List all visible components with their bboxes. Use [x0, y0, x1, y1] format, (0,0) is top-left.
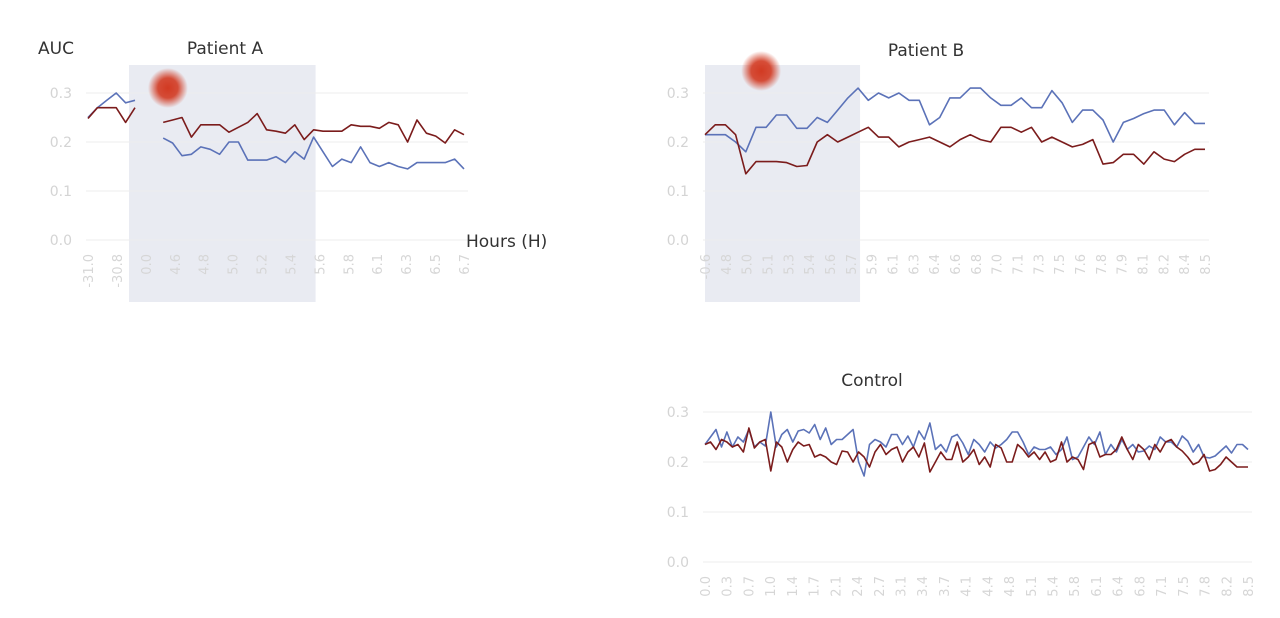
- x-tick-label: 6.7: [458, 254, 473, 275]
- chart-title: Patient B: [888, 41, 964, 61]
- y-tick-label: 0.1: [667, 505, 689, 521]
- x-tick-label: 3.7: [938, 576, 953, 597]
- y-tick-label: 0.0: [667, 555, 689, 571]
- x-tick-label: 1.7: [808, 576, 823, 597]
- x-tick-label: 8.1: [1137, 254, 1152, 275]
- x-tick-label: 6.1: [1090, 576, 1105, 597]
- series-line-2: [704, 124, 1205, 175]
- x-tick-label: 6.5: [429, 254, 444, 275]
- x-tick-label: 5.9: [866, 254, 881, 275]
- x-axis-title: Hours (H): [466, 232, 547, 252]
- chart-control: 0.3 0.2 0.1 0.0 0.0 0.3 0.7 1.0 1.4 1.7 2.1 2.4 2.7…: [667, 371, 1257, 597]
- x-tick-label: 8.2: [1220, 576, 1235, 597]
- series-line-2: [87, 106, 465, 144]
- y-tick-label: 0.1: [667, 184, 689, 200]
- y-tick-label: 0.2: [667, 455, 689, 471]
- x-tick-label: 2.4: [851, 576, 866, 597]
- x-tick-label: 5.1: [762, 254, 777, 275]
- x-tick-label: 4.1: [960, 576, 975, 597]
- x-tick-label: 6.4: [928, 254, 943, 275]
- x-tick-label: 0.0: [140, 254, 155, 275]
- x-tick-label: 3.4: [916, 576, 931, 597]
- x-tick-label: 5.8: [1068, 576, 1083, 597]
- x-tick-label: 7.1: [1155, 576, 1170, 597]
- x-tick-label: 7.5: [1053, 254, 1068, 275]
- x-tick-label: 5.1: [1025, 576, 1040, 597]
- x-tick-label: 3.1: [894, 576, 909, 597]
- x-tick-label: 6.8: [970, 254, 985, 275]
- x-tick-label: 5.4: [284, 254, 299, 275]
- x-tick-label: 0.7: [742, 576, 757, 597]
- x-tick-label: 5.2: [256, 254, 271, 275]
- x-tick-label: 0.0: [699, 576, 714, 597]
- y-tick-label: 0.2: [667, 135, 689, 151]
- x-tick-label: 7.9: [1116, 254, 1131, 275]
- x-tick-label: 7.0: [991, 254, 1006, 275]
- x-tick-label: -0.6: [699, 254, 714, 279]
- y-tick-label: 0.1: [50, 184, 72, 200]
- x-tick-label: 8.5: [1199, 254, 1214, 275]
- x-tick-label: 6.1: [371, 254, 386, 275]
- x-tick-label: 5.3: [782, 254, 797, 275]
- x-tick-label: 4.8: [1003, 576, 1018, 597]
- x-tick-label: 6.4: [1112, 576, 1127, 597]
- y-tick-label: 0.0: [667, 233, 689, 249]
- event-marker: [147, 68, 188, 108]
- x-tick-label: 6.3: [907, 254, 922, 275]
- x-tick-label: 2.1: [829, 576, 844, 597]
- chart-patient-b: 0.3 0.2 0.1 0.0 -0.6 4.8 5.0 5.1 5.3 5.4 5.6 5.7 5.…: [667, 41, 1214, 302]
- x-tick-label: 6.3: [400, 254, 415, 275]
- x-tick-label: 6.8: [1133, 576, 1148, 597]
- y-tick-label: 0.3: [50, 86, 72, 102]
- series-line-1: [705, 87, 1205, 153]
- x-tick-label: 5.4: [803, 254, 818, 275]
- x-tick-label: 4.8: [720, 254, 735, 275]
- x-tick-label: 5.0: [741, 254, 756, 275]
- x-tick-label: 8.5: [1242, 576, 1257, 597]
- x-tick-label: 7.8: [1095, 254, 1110, 275]
- x-tick-label: 5.6: [824, 254, 839, 275]
- x-tick-label: 6.1: [887, 254, 902, 275]
- x-tick-label: 7.8: [1199, 576, 1214, 597]
- x-tick-label: 8.2: [1157, 254, 1172, 275]
- x-tick-label: 2.7: [873, 576, 888, 597]
- x-tick-label: 5.4: [1047, 576, 1062, 597]
- x-tick-label: 5.8: [342, 254, 357, 275]
- y-tick-label: 0.2: [50, 135, 72, 151]
- x-tick-label: 7.5: [1177, 576, 1192, 597]
- series-line-1: [704, 411, 1249, 477]
- highlight-region: [705, 65, 861, 302]
- x-tick-label: -30.8: [111, 254, 126, 288]
- x-tick-label: 0.3: [721, 576, 736, 597]
- x-tick-label: 7.3: [1032, 254, 1047, 275]
- chart-title: Control: [841, 371, 902, 391]
- x-tick-label: 4.6: [169, 254, 184, 275]
- x-tick-label: 7.6: [1074, 254, 1089, 275]
- x-tick-label: 6.6: [949, 254, 964, 275]
- x-tick-label: 4.8: [198, 254, 213, 275]
- y-tick-label: 0.3: [667, 405, 689, 421]
- chart-title: Patient A: [187, 39, 264, 59]
- x-tick-label: 4.4: [981, 576, 996, 597]
- y-axis-title: AUC: [38, 39, 74, 59]
- x-tick-label: 5.6: [313, 254, 328, 275]
- x-tick-label: 1.4: [786, 576, 801, 597]
- y-tick-label: 0.3: [667, 86, 689, 102]
- y-tick-label: 0.0: [50, 233, 72, 249]
- series-line-2: [704, 427, 1248, 473]
- x-tick-label: -31.0: [82, 254, 97, 288]
- x-tick-label: 5.7: [845, 254, 860, 275]
- x-tick-label: 8.4: [1178, 254, 1193, 275]
- x-tick-label: 5.0: [227, 254, 242, 275]
- event-marker: [741, 51, 782, 91]
- chart-patient-a: 0.3 0.2 0.1 0.0 -31.0 -30.8 0.0 4.6 4.8 5.0 5.2 5.…: [38, 39, 547, 302]
- x-tick-label: 1.0: [764, 576, 779, 597]
- x-tick-label: 7.1: [1012, 254, 1027, 275]
